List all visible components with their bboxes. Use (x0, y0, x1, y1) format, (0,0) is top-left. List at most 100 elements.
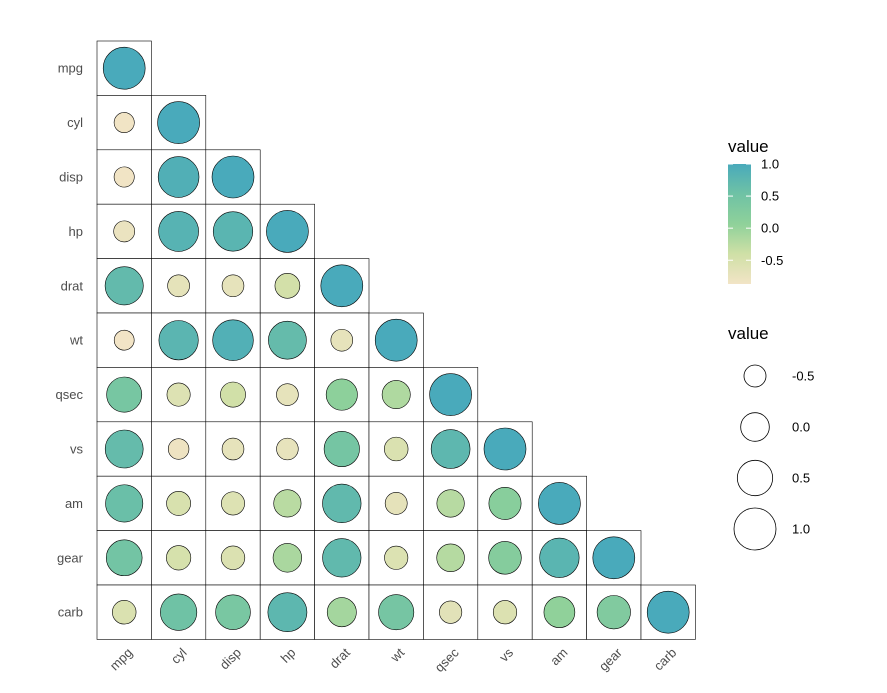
correlation-circle (112, 600, 137, 625)
correlation-circle (539, 537, 580, 578)
correlation-circle (320, 264, 364, 308)
x-tick-label: wt (387, 645, 408, 666)
size-legend-label: 1.0 (792, 522, 810, 537)
size-legend: value -0.5 0.0 0.5 1.0 (728, 324, 814, 551)
y-axis-labels: mpg cyl disp hp drat wt qsec vs am gear carb (56, 61, 84, 620)
correlation-circle (113, 329, 135, 351)
correlation-circle (646, 590, 690, 634)
correlation-circle (322, 483, 362, 523)
correlation-circle (436, 543, 465, 572)
size-legend-label: -0.5 (792, 369, 814, 384)
correlation-circle (384, 545, 409, 570)
size-legend-circle (743, 364, 767, 388)
correlation-circle (538, 482, 581, 525)
color-legend-label: 0.5 (761, 189, 779, 204)
correlation-circle (104, 266, 144, 306)
y-tick-label: gear (57, 550, 84, 565)
correlation-circle (220, 545, 246, 570)
correlation-circle (106, 376, 143, 413)
y-tick-label: disp (59, 170, 83, 185)
correlation-circle (104, 429, 144, 469)
correlation-circle (268, 320, 307, 360)
correlation-circle (378, 594, 415, 631)
correlation-circle (430, 429, 471, 469)
correlation-circle (221, 491, 245, 516)
correlation-circle (272, 543, 303, 573)
correlation-circle (212, 211, 254, 252)
size-legend-label: 0.0 (792, 420, 810, 435)
size-legend-circle (740, 412, 770, 442)
y-tick-label: carb (58, 605, 83, 620)
x-tick-label: drat (326, 645, 353, 672)
y-tick-label: cyl (67, 115, 83, 130)
correlation-circle (158, 211, 199, 252)
color-legend: value 1.0 0.5 0.0 -0.5 (728, 137, 783, 284)
correlation-circle (325, 378, 358, 411)
x-tick-label: gear (596, 644, 625, 673)
correlation-circle (102, 46, 146, 90)
correlation-circle (221, 437, 245, 461)
correlation-circle (158, 320, 199, 361)
x-tick-label: hp (278, 645, 299, 666)
color-legend-label: 0.0 (761, 221, 779, 236)
correlation-circle (384, 436, 409, 462)
correlation-circle (429, 373, 472, 416)
correlation-circle (105, 539, 143, 577)
color-legend-bar (728, 164, 751, 284)
correlation-circle (166, 545, 192, 571)
correlation-circle (436, 489, 465, 518)
correlation-circle (167, 274, 190, 298)
color-legend-title: value (728, 137, 769, 156)
correlation-circle (276, 437, 299, 461)
correlation-circle (167, 438, 190, 460)
correlation-circle (488, 486, 522, 520)
x-axis-labels: mpg cyl disp hp drat wt qsec vs am gear carb (107, 644, 679, 674)
size-legend-label: 0.5 (792, 471, 810, 486)
correlation-circle (323, 430, 360, 468)
correlation-circle (113, 166, 135, 188)
x-tick-label: vs (496, 645, 516, 665)
correlation-circle (211, 155, 255, 199)
correlation-circle (276, 383, 299, 406)
cell-am-disp (205, 475, 261, 531)
color-legend-label: -0.5 (761, 253, 783, 268)
correlation-circle (166, 382, 191, 407)
y-tick-label: vs (70, 442, 84, 457)
y-tick-label: hp (69, 224, 83, 239)
correlation-circle (105, 484, 144, 523)
correlation-circle (212, 319, 254, 361)
y-tick-label: qsec (56, 387, 84, 402)
size-legend-title: value (728, 324, 769, 343)
correlation-circle (273, 489, 302, 518)
correlation-circle (113, 220, 136, 243)
y-tick-label: mpg (58, 61, 83, 76)
correlation-circle (166, 491, 191, 516)
size-legend-circle (733, 507, 777, 551)
cell-qsec-mpg (96, 367, 152, 423)
cell-drat-hp (259, 258, 315, 314)
correlation-circle (374, 318, 418, 362)
correlation-circle (439, 600, 463, 624)
correlation-circle (157, 156, 200, 198)
correlation-circle (596, 595, 631, 630)
correlation-circle (330, 328, 354, 352)
correlation-circle (384, 492, 408, 515)
correlation-circle (492, 600, 518, 625)
size-legend-circle (736, 459, 774, 497)
x-tick-label: carb (651, 645, 679, 673)
correlation-circle (326, 597, 357, 628)
x-tick-label: cyl (168, 645, 190, 667)
correlation-circle (381, 380, 411, 410)
correlation-circle (266, 210, 309, 253)
correlation-circle (592, 536, 636, 580)
correlation-circle (488, 541, 522, 575)
correlation-circle (215, 594, 251, 630)
correlation-circle (322, 538, 362, 578)
correlation-circle (220, 381, 246, 408)
correlation-circle (221, 274, 245, 298)
correlation-circle (274, 273, 301, 299)
x-tick-label: disp (217, 645, 244, 672)
color-legend-label: 1.0 (761, 157, 779, 172)
correlation-circle (113, 112, 135, 134)
